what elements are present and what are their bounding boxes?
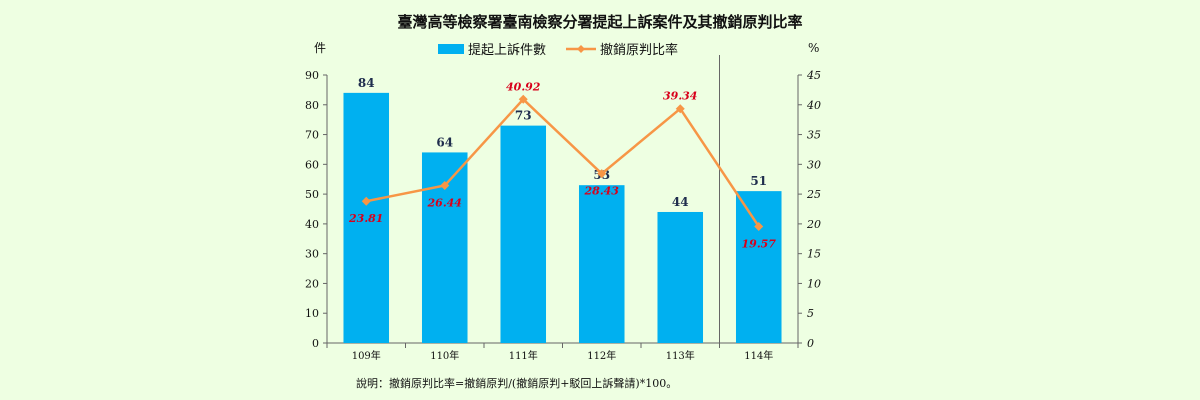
bar [500,125,547,343]
x-tick-label: 114年 [744,349,773,362]
rate-point [518,94,528,104]
left-tick-label: 50 [305,188,319,201]
right-tick-label: 0 [807,337,814,350]
right-tick-label: 15 [807,248,821,261]
rate-value-label: 19.57 [742,237,777,250]
right-tick-label: 40 [806,99,821,112]
right-tick-label: 35 [807,129,821,142]
left-tick-label: 20 [305,277,319,290]
x-tick-label: 111年 [509,349,538,362]
legend-line-label: 撤銷原判比率 [600,42,678,58]
left-tick-label: 80 [305,99,319,112]
left-tick-label: 40 [305,218,319,231]
right-axis-unit: % [808,41,819,55]
rate-point [754,221,764,231]
chart-title: 臺灣高等檢察署臺南檢察分署提起上訴案件及其撤銷原判比率 [397,13,802,31]
bar-value-label: 51 [750,174,767,188]
bar [657,211,704,343]
bar [421,152,468,343]
x-tick-label: 109年 [352,349,381,362]
right-tick-label: 45 [806,69,821,82]
bar-value-label: 73 [515,109,532,123]
rate-value-label: 26.44 [427,197,462,210]
bar-value-label: 44 [672,195,689,209]
left-tick-label: 10 [305,307,319,320]
right-tick-label: 30 [807,158,821,171]
rate-line [366,97,760,228]
left-tick-label: 60 [305,158,319,171]
legend-bar-label: 提起上訴件數 [468,42,546,58]
footnote: 說明：撤銷原判比率=撤銷原判/(撤銷原判+駁回上訴聲請)*100。 [356,376,677,390]
left-tick-label: 0 [312,337,319,350]
rate-value-label: 40.92 [506,80,541,93]
rate-value-label: 39.34 [663,90,697,103]
legend-line-marker [577,45,585,53]
x-tick-label: 113年 [666,349,695,362]
left-tick-label: 90 [305,69,319,82]
bar-value-label: 84 [358,76,375,90]
x-tick-label: 112年 [587,349,616,362]
rate-value-label: 23.81 [348,212,383,225]
bar [578,185,625,343]
rate-value-label: 28.43 [584,185,620,198]
plot-area: 0 10 20 30 40 50 60 70 80 90 0 5 10 15 20 25 30 35 40 45 109… [305,55,821,362]
right-tick-label: 5 [807,307,814,320]
rate-point [597,169,607,179]
right-tick-label: 10 [807,277,821,290]
left-tick-label: 30 [305,248,319,261]
left-tick-label: 70 [305,129,319,142]
bar-value-label: 64 [436,135,453,149]
legend: 提起上訴件數 撤銷原判比率 [438,42,678,58]
right-tick-label: 25 [806,188,821,201]
rate-point [675,104,685,114]
legend-bar-swatch [438,44,464,54]
bar [343,92,390,343]
rate-point [440,181,450,191]
rate-point [361,196,371,206]
left-axis-unit: 件 [314,41,326,55]
x-tick-label: 110年 [430,349,459,362]
bar [735,191,782,343]
right-tick-label: 20 [806,218,821,231]
